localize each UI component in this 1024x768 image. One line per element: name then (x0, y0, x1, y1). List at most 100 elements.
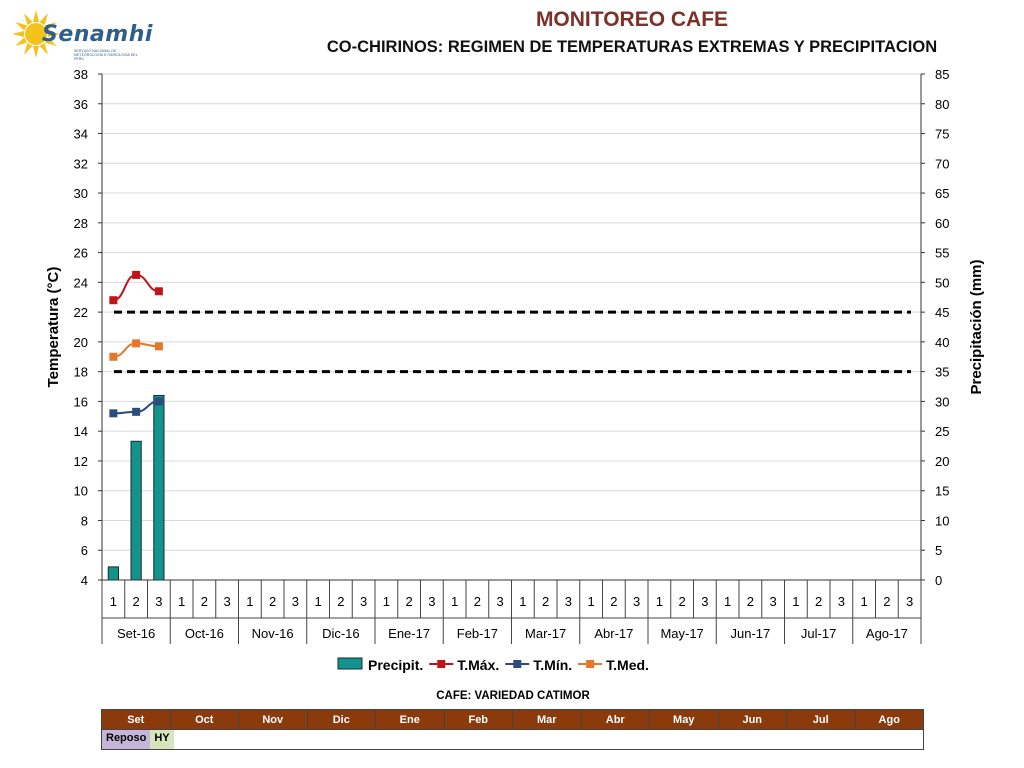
left-tick-label: 24 (74, 275, 88, 290)
stage-month-cell: Oct (169, 709, 239, 730)
dekad-tick-label: 3 (906, 594, 913, 609)
dekad-tick-label: 2 (883, 594, 890, 609)
tmn-point (132, 407, 141, 416)
left-tick-label: 4 (81, 573, 88, 588)
legend-tmn-label: T.Mín. (533, 657, 572, 673)
left-tick-label: 12 (74, 454, 88, 469)
right-tick-label: 20 (935, 454, 949, 469)
sun-ray (12, 31, 24, 37)
left-tick-label: 28 (74, 216, 88, 231)
left-tick-label: 18 (74, 365, 88, 380)
dekad-tick-label: 2 (133, 594, 140, 609)
dekad-tick-label: 1 (383, 594, 390, 609)
month-tick-label: Ene-17 (388, 626, 430, 641)
tmn-point (109, 409, 118, 418)
sun-ray (39, 13, 48, 26)
sun-ray (48, 31, 60, 37)
tmx-point (132, 270, 141, 279)
tmed-point (132, 339, 141, 348)
right-tick-label: 45 (935, 305, 949, 320)
month-tick-label: Abr-17 (594, 626, 633, 641)
dekad-tick-label: 2 (610, 594, 617, 609)
stage-month-cell: Feb (443, 709, 513, 730)
dekad-tick-label: 1 (519, 594, 526, 609)
dekad-tick-label: 3 (497, 594, 504, 609)
phase-hy: HY (150, 730, 174, 749)
dekad-tick-label: 3 (633, 594, 640, 609)
tmn-point (154, 397, 163, 406)
stage-month-cell: Dic (306, 709, 376, 730)
left-tick-label: 36 (74, 97, 88, 112)
dekad-tick-label: 3 (838, 594, 845, 609)
stage-month-cell: Mar (512, 709, 582, 730)
dekad-tick-label: 3 (224, 594, 231, 609)
dekad-tick-label: 1 (588, 594, 595, 609)
dekad-tick-label: 2 (406, 594, 413, 609)
stage-month-cell: Abr (580, 709, 650, 730)
month-tick-label: Nov-16 (252, 626, 294, 641)
logo-subtitle: SERVICIO NACIONAL DE METEOROLOGÍA E HIDR… (74, 49, 138, 61)
right-tick-label: 55 (935, 246, 949, 261)
sun-ray (33, 10, 39, 22)
left-tick-label: 32 (74, 156, 88, 171)
dekad-tick-label: 1 (246, 594, 253, 609)
sun-ray (44, 22, 57, 31)
right-tick-label: 65 (935, 186, 949, 201)
right-tick-label: 30 (935, 394, 949, 409)
stage-month-cell: Ago (854, 709, 924, 730)
sun-logo-icon (12, 10, 60, 58)
legend-tmed-label: T.Med. (606, 657, 649, 673)
right-tick-label: 5 (935, 543, 942, 558)
dekad-tick-label: 2 (474, 594, 481, 609)
left-tick-label: 30 (74, 186, 88, 201)
logo-name: Senamhi (42, 22, 153, 47)
month-tick-label: Dic-16 (322, 626, 360, 641)
dekad-tick-label: 3 (155, 594, 162, 609)
sun-ray (24, 13, 33, 26)
stage-month-cell: Jun (717, 709, 787, 730)
tmx-point (154, 287, 163, 296)
left-tick-label: 6 (81, 543, 88, 558)
dekad-tick-label: 2 (679, 594, 686, 609)
phase-reposo: Reposo (102, 730, 151, 749)
stage-month-cell: May (649, 709, 719, 730)
stage-month-cell: Nov (238, 709, 308, 730)
dekad-tick-label: 1 (861, 594, 868, 609)
dekad-tick-label: 3 (428, 594, 435, 609)
right-tick-label: 35 (935, 365, 949, 380)
phase-row: Reposo HY (101, 729, 924, 750)
right-axis-title: Precipitación (mm) (968, 259, 985, 394)
page-subtitle: CO-CHIRINOS: REGIMEN DE TEMPERATURAS EXT… (326, 38, 938, 56)
climate-chart: 4681012141618202224262830323436380510152… (45, 67, 985, 673)
stage-month-cell: Jul (786, 709, 856, 730)
senamhi-logo: Senamhi SERVICIO NACIONAL DE METEOROLOGÍ… (10, 8, 152, 62)
left-tick-label: 22 (74, 305, 88, 320)
stage-month-cell: Ene (375, 709, 445, 730)
left-tick-label: 16 (74, 394, 88, 409)
legend-tmx-label: T.Máx. (457, 657, 499, 673)
precip-bar (107, 566, 119, 581)
tmed-point (109, 352, 118, 361)
dekad-tick-label: 3 (565, 594, 572, 609)
dekad-tick-label: 2 (542, 594, 549, 609)
phase-empty-cell (170, 729, 924, 750)
dekad-tick-label: 3 (360, 594, 367, 609)
month-tick-label: Mar-17 (525, 626, 566, 641)
right-tick-label: 75 (935, 127, 949, 142)
dekad-tick-label: 2 (815, 594, 822, 609)
dekad-tick-label: 1 (792, 594, 799, 609)
dekad-tick-label: 3 (701, 594, 708, 609)
stage-month-cell: Set (101, 709, 171, 730)
left-tick-label: 14 (74, 424, 88, 439)
right-tick-label: 80 (935, 97, 949, 112)
month-tick-label: Set-16 (117, 626, 155, 641)
sun-ray (39, 42, 48, 55)
dekad-tick-label: 1 (724, 594, 731, 609)
sun-ray (33, 46, 39, 58)
dekad-tick-label: 1 (110, 594, 117, 609)
sun-ray (44, 37, 57, 46)
dekad-tick-label: 3 (292, 594, 299, 609)
month-tick-label: Feb-17 (457, 626, 498, 641)
right-tick-label: 60 (935, 216, 949, 231)
left-tick-label: 26 (74, 246, 88, 261)
